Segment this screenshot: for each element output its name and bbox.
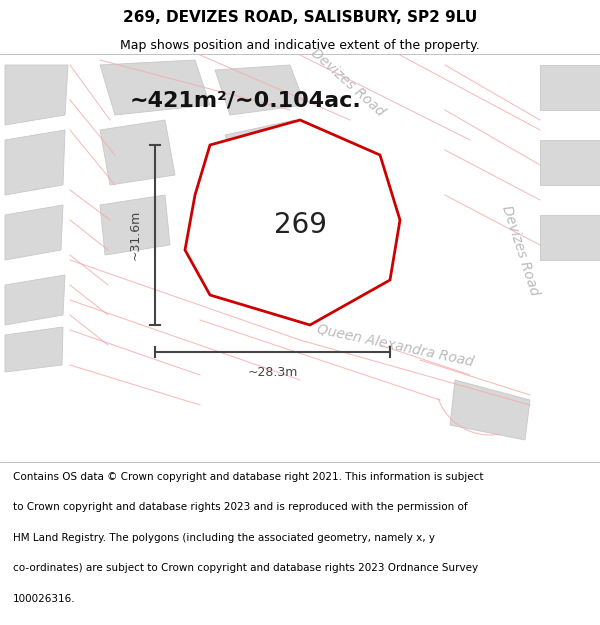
Polygon shape (0, 250, 600, 450)
Polygon shape (5, 275, 65, 325)
Polygon shape (540, 215, 600, 260)
Polygon shape (5, 130, 65, 195)
Text: ~31.6m: ~31.6m (128, 210, 142, 260)
Polygon shape (100, 60, 210, 115)
Polygon shape (540, 65, 600, 110)
Polygon shape (100, 195, 170, 255)
Text: Devizes Road: Devizes Road (499, 203, 541, 297)
Text: 269, DEVIZES ROAD, SALISBURY, SP2 9LU: 269, DEVIZES ROAD, SALISBURY, SP2 9LU (123, 10, 477, 25)
Text: HM Land Registry. The polygons (including the associated geometry, namely x, y: HM Land Registry. The polygons (includin… (13, 532, 435, 542)
Polygon shape (100, 120, 175, 185)
Polygon shape (445, 55, 600, 400)
Polygon shape (5, 327, 63, 372)
Polygon shape (450, 380, 530, 440)
Text: Map shows position and indicative extent of the property.: Map shows position and indicative extent… (120, 39, 480, 51)
Text: ~421m²/~0.104ac.: ~421m²/~0.104ac. (129, 90, 361, 110)
Polygon shape (5, 65, 68, 125)
Text: 100026316.: 100026316. (13, 594, 76, 604)
Text: 269: 269 (274, 211, 326, 239)
Polygon shape (0, 55, 70, 460)
Text: to Crown copyright and database rights 2023 and is reproduced with the permissio: to Crown copyright and database rights 2… (13, 502, 468, 512)
Polygon shape (185, 120, 400, 325)
Text: co-ordinates) are subject to Crown copyright and database rights 2023 Ordnance S: co-ordinates) are subject to Crown copyr… (13, 563, 478, 573)
Polygon shape (540, 140, 600, 185)
Polygon shape (5, 205, 63, 260)
Text: Queen Alexandra Road: Queen Alexandra Road (316, 321, 475, 369)
Text: Contains OS data © Crown copyright and database right 2021. This information is : Contains OS data © Crown copyright and d… (13, 471, 484, 481)
Text: Devizes Road: Devizes Road (308, 46, 388, 119)
Polygon shape (215, 65, 305, 115)
Text: ~28.3m: ~28.3m (247, 366, 298, 379)
Polygon shape (85, 55, 530, 290)
Polygon shape (225, 120, 315, 190)
